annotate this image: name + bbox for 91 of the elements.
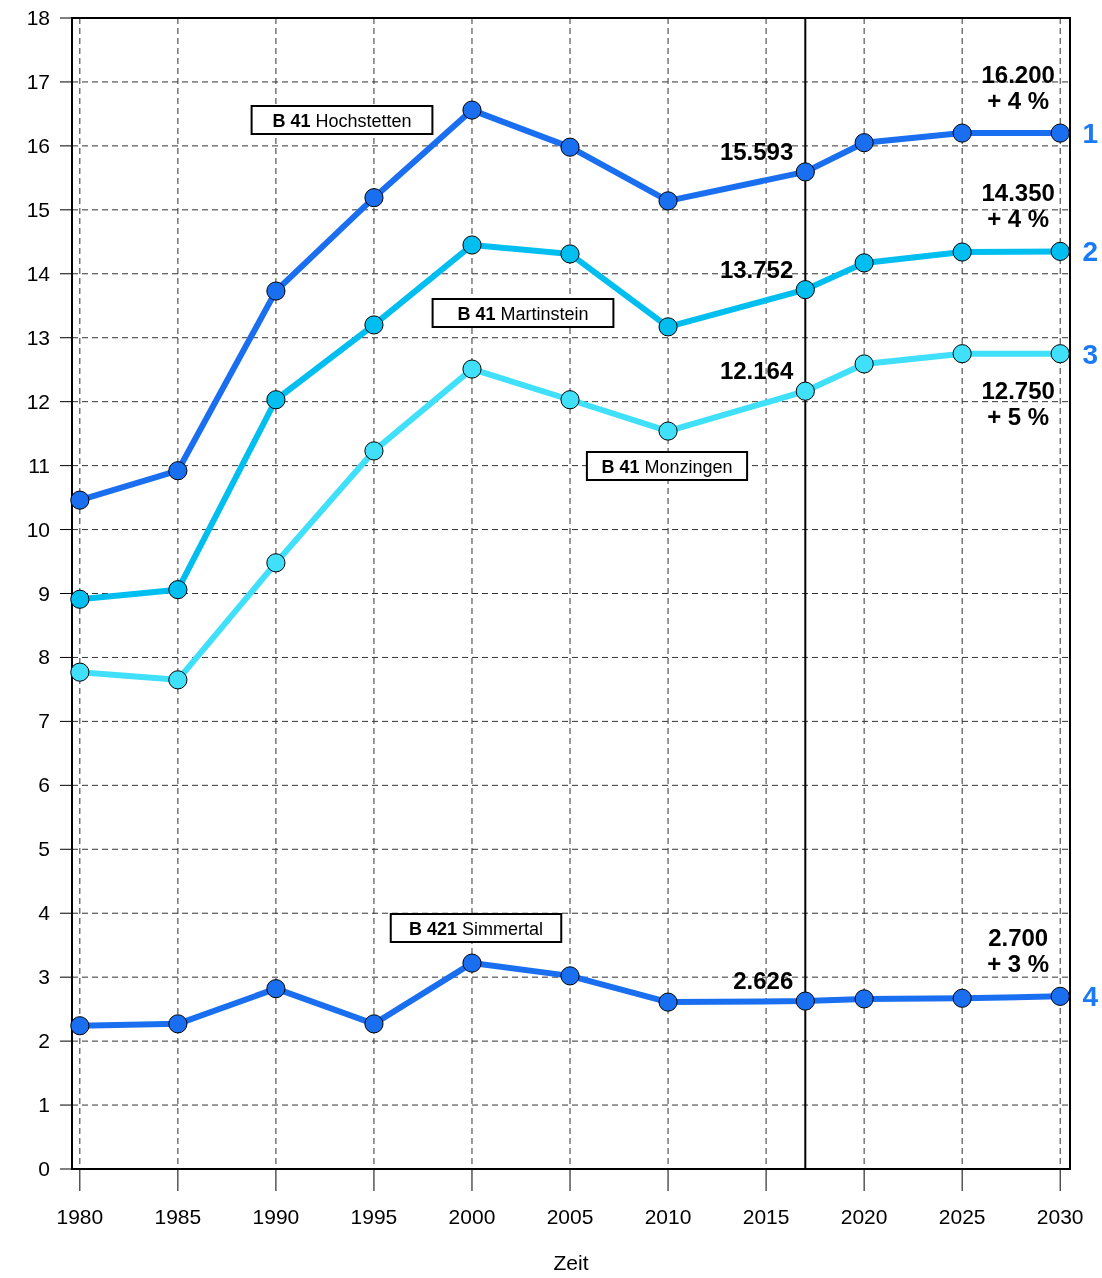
series-label: B 41 Martinstein (457, 304, 589, 324)
x-tick-label: 2025 (938, 1205, 986, 1228)
point (168, 670, 188, 690)
y-tick-label: 6 (38, 773, 50, 797)
point (1050, 241, 1070, 261)
point (854, 133, 874, 153)
point (854, 253, 874, 273)
y-tick-label: 17 (26, 69, 50, 93)
point (952, 344, 972, 364)
point (854, 354, 874, 374)
point (70, 1016, 90, 1036)
data-label: 12.750 + 5 % (981, 376, 1055, 430)
y-tick-label: 12 (26, 389, 50, 413)
point (658, 317, 678, 337)
point (560, 390, 580, 410)
point (70, 662, 90, 682)
x-axis-title: Zeit (553, 1251, 589, 1274)
x-tick-label: 1980 (56, 1205, 104, 1228)
point (658, 421, 678, 441)
text: 2 (1082, 236, 1098, 268)
point (364, 1014, 384, 1034)
y-tick-label: 16 (26, 133, 50, 157)
point (952, 988, 972, 1008)
data-label: 12.164 (719, 357, 794, 385)
x-tick-label: 2015 (742, 1205, 790, 1228)
text: 3 (1082, 338, 1098, 370)
data-label: 16.200 + 4 % (981, 61, 1055, 115)
point (795, 162, 815, 182)
point (266, 553, 286, 573)
point (168, 461, 188, 481)
y-tick-label: 10 (26, 517, 50, 541)
point (658, 992, 678, 1012)
x-tick-label: 2000 (448, 1205, 496, 1228)
point (854, 989, 874, 1009)
point (70, 490, 90, 510)
point (560, 137, 580, 157)
point (168, 1014, 188, 1034)
point (1050, 344, 1070, 364)
y-tick-label: 15 (26, 197, 50, 221)
x-tick-label: 1985 (154, 1205, 202, 1228)
y-tick-label: 18 (26, 6, 50, 29)
point (560, 966, 580, 986)
y-tick-label: 13 (26, 325, 50, 349)
x-tick-label: 2020 (840, 1205, 888, 1228)
y-tick-label: 7 (38, 709, 50, 733)
series-label: B 421 Simmertal (408, 919, 544, 939)
y-tick-label: 4 (38, 901, 51, 925)
y-tick-label: 3 (38, 965, 50, 989)
y-tick-label: 8 (38, 645, 50, 669)
y-tick-label: 2 (38, 1029, 50, 1053)
y-tick-label: 11 (28, 453, 50, 477)
data-label: 14.350 + 4 % (981, 179, 1055, 233)
point (266, 281, 286, 301)
point (70, 589, 90, 609)
point (364, 188, 384, 208)
point (795, 381, 815, 401)
point (952, 123, 972, 143)
point (266, 390, 286, 410)
point (1050, 986, 1070, 1006)
point (952, 242, 972, 262)
point (364, 441, 384, 461)
point (266, 979, 286, 999)
point (462, 953, 482, 973)
y-tick-label: 14 (26, 261, 51, 285)
point (168, 580, 188, 600)
point (462, 235, 482, 255)
y-tick-label: 0 (38, 1157, 50, 1180)
text: 1 (1082, 118, 1098, 150)
data-label: 15.593 (719, 137, 794, 165)
point (364, 315, 384, 335)
data-label: 13.752 (719, 255, 794, 283)
x-tick-label: 2030 (1036, 1205, 1084, 1228)
point (658, 191, 678, 211)
data-label: 2.626 (733, 967, 794, 995)
point (795, 991, 815, 1011)
x-tick-label: 2010 (644, 1205, 692, 1228)
x-tick-label: 2005 (546, 1205, 594, 1228)
point (560, 244, 580, 264)
y-tick-label: 9 (38, 581, 50, 605)
point (1050, 123, 1070, 143)
series-label: B 41 Hochstetten (272, 111, 412, 131)
point (462, 100, 482, 120)
x-tick-label: 1990 (252, 1205, 300, 1228)
text: 4 (1082, 981, 1099, 1013)
data-label: 2.700 + 3 % (987, 924, 1050, 978)
point (795, 280, 815, 300)
series-label: B 41 Monzingen (601, 457, 733, 477)
x-tick-label: 1995 (350, 1205, 398, 1228)
point (462, 359, 482, 379)
y-tick-label: 5 (38, 837, 50, 861)
y-tick-label: 1 (38, 1093, 50, 1117)
